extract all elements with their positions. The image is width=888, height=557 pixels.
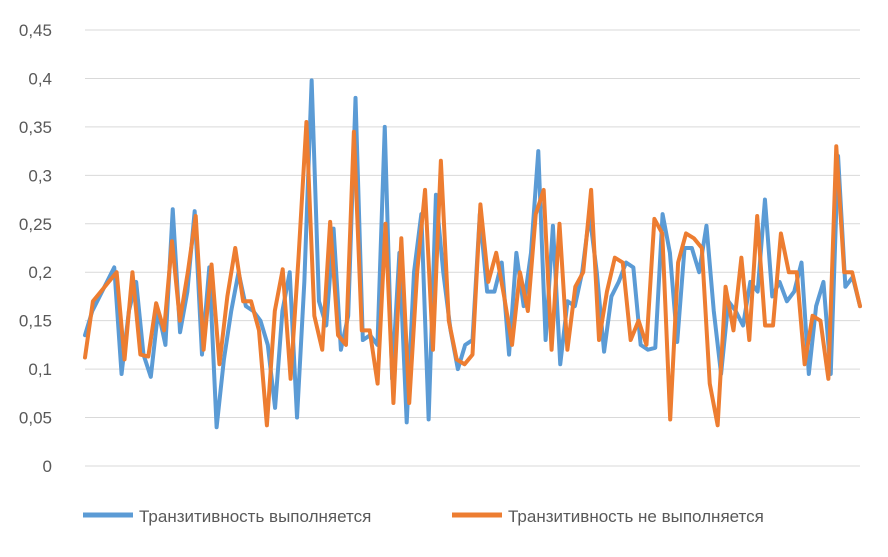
y-tick-label: 0,35 xyxy=(19,118,52,137)
series-line-2 xyxy=(83,120,862,428)
legend: Транзитивность выполняется Транзитивност… xyxy=(83,507,764,526)
series-lines xyxy=(83,78,862,430)
y-tick-label: 0,4 xyxy=(28,69,52,88)
y-tick-label: 0,15 xyxy=(19,312,52,331)
y-tick-label: 0 xyxy=(43,457,52,476)
y-axis-tick-labels: 0 0,05 0,1 0,15 0,2 0,25 0,3 0,35 0,4 0,45 xyxy=(19,21,52,476)
legend-label-series-2: Транзитивность не выполняется xyxy=(508,507,764,526)
y-tick-label: 0,45 xyxy=(19,21,52,40)
y-tick-label: 0,3 xyxy=(28,166,52,185)
y-tick-label: 0,05 xyxy=(19,409,52,428)
y-tick-label: 0,1 xyxy=(28,360,52,379)
y-tick-label: 0,25 xyxy=(19,215,52,234)
y-tick-label: 0,2 xyxy=(28,263,52,282)
legend-label-series-1: Транзитивность выполняется xyxy=(139,507,371,526)
